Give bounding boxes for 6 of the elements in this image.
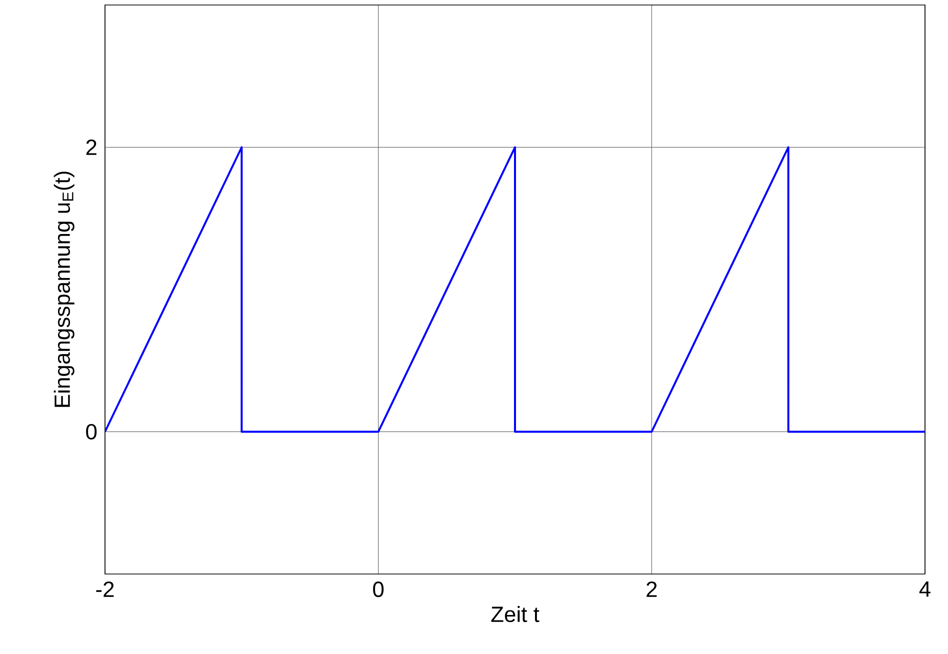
y-axis-title: Eingangsspannung u$_{E}$(t) (54, 172, 74, 407)
x-tick-label: 0 (373, 582, 384, 598)
x-tick-label: 4 (919, 582, 930, 597)
x-axis-title: Zeit t (491, 606, 540, 622)
x-tick-label: -2 (96, 582, 114, 597)
x-tick-label: 2 (646, 582, 657, 597)
